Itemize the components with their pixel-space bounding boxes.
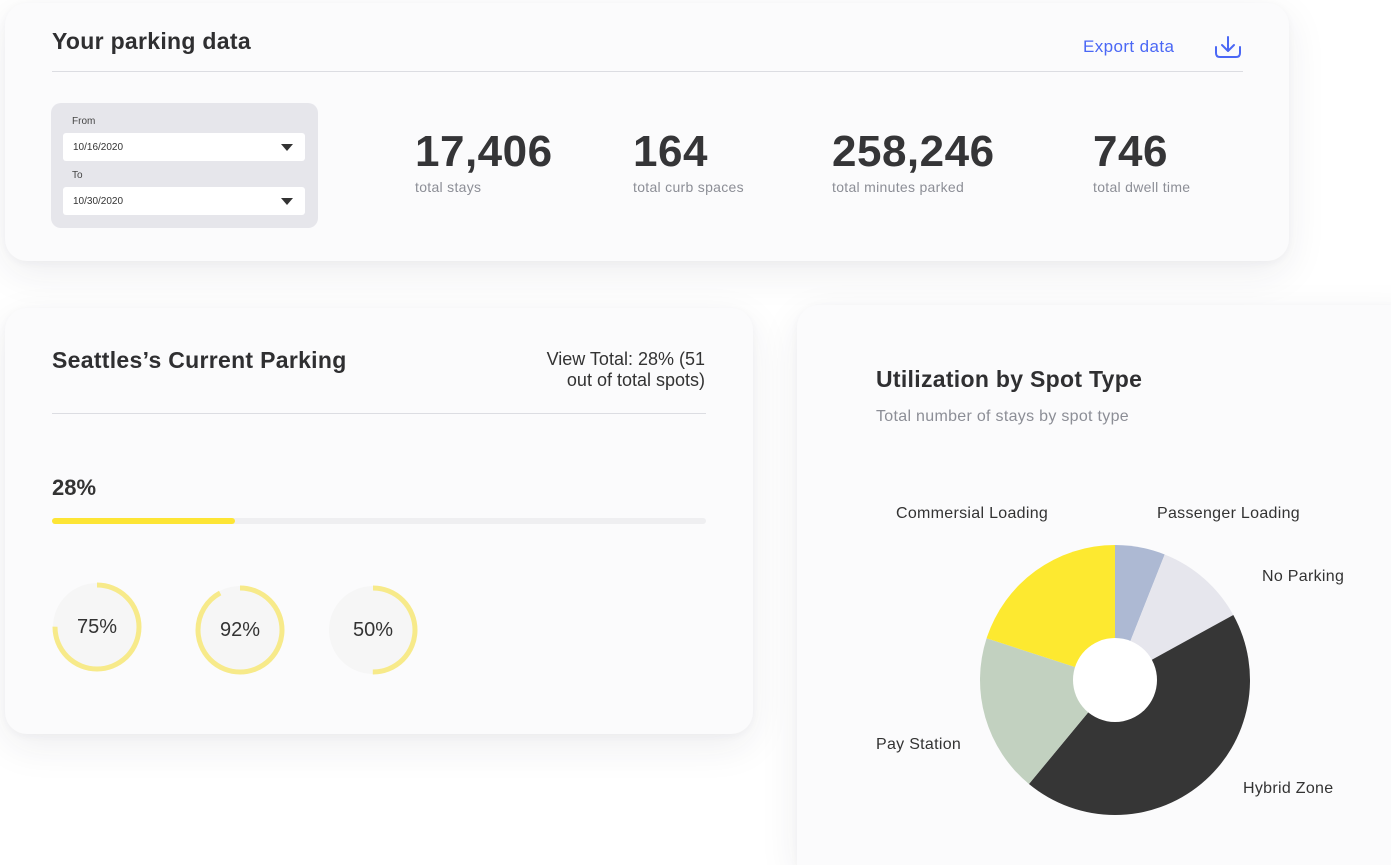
- stat-label: total curb spaces: [633, 179, 744, 195]
- stat-value: 17,406: [415, 127, 553, 176]
- ring-graphic: [195, 585, 285, 675]
- progress-ring: 92%: [193, 583, 287, 677]
- slice-label-hybrid-zone: Hybrid Zone: [1243, 780, 1334, 797]
- parking-data-card: Your parking data Export data From 10/16…: [5, 3, 1289, 261]
- pie-slice-commersial-loading: [986, 545, 1115, 680]
- pie-slice-no-parking: [1115, 554, 1234, 680]
- donut-hole: [1073, 638, 1157, 722]
- download-icon[interactable]: [1213, 34, 1243, 60]
- utilization-percent: 28%: [52, 475, 97, 500]
- from-label: From: [72, 116, 96, 127]
- stat-total-dwell-time: 746 total dwell time: [1093, 127, 1190, 195]
- stat-value: 258,246: [832, 127, 995, 176]
- chart-title: Utilization by Spot Type: [876, 366, 1143, 392]
- stat-total-minutes-parked: 258,246 total minutes parked: [832, 127, 995, 195]
- ring-label: 75%: [76, 616, 118, 638]
- from-date-select[interactable]: 10/16/2020: [63, 133, 305, 161]
- stat-value: 164: [633, 127, 708, 176]
- stat-total-stays: 17,406 total stays: [415, 127, 553, 195]
- stat-label: total stays: [415, 179, 482, 195]
- donut-chart: [980, 545, 1250, 815]
- ring-graphic: [328, 585, 418, 675]
- export-data-link[interactable]: Export data: [1083, 37, 1175, 56]
- to-date-value: 10/30/2020: [73, 196, 124, 207]
- stat-label: total minutes parked: [832, 179, 965, 195]
- progress-bar: [52, 518, 706, 524]
- to-date-select[interactable]: 10/30/2020: [63, 187, 305, 215]
- divider: [52, 413, 706, 414]
- stat-label: total dwell time: [1093, 179, 1191, 195]
- slice-label-passenger-loading: Passenger Loading: [1157, 505, 1300, 522]
- ring-graphic: [52, 582, 142, 672]
- stat-total-curb-spaces: 164 total curb spaces: [633, 127, 744, 195]
- date-range-panel: From 10/16/2020 To 10/30/2020: [51, 103, 318, 228]
- ring-label: 50%: [352, 619, 394, 641]
- from-date-value: 10/16/2020: [73, 142, 124, 153]
- page-title: Your parking data: [52, 28, 251, 54]
- slice-label-commersial-loading: Commersial Loading: [896, 505, 1049, 522]
- slice-label-pay-station: Pay Station: [876, 736, 962, 753]
- view-total-line: out of total spots): [566, 370, 705, 390]
- progress-ring: 75%: [50, 580, 144, 674]
- view-total-button[interactable]: View Total: 28% (51 out of total spots): [505, 349, 705, 391]
- view-total-line: View Total: 28% (51: [546, 349, 705, 369]
- stat-value: 746: [1093, 127, 1168, 176]
- to-label: To: [72, 170, 83, 181]
- ring-label: 92%: [219, 619, 261, 641]
- utilization-card: Utilization by Spot Type Total number of…: [797, 305, 1391, 865]
- section-title: Seattles’s Current Parking: [52, 347, 347, 373]
- chevron-down-icon: [281, 144, 293, 151]
- slice-label-no-parking: No Parking: [1262, 568, 1345, 585]
- progress-ring: 50%: [326, 583, 420, 677]
- chevron-down-icon: [281, 198, 293, 205]
- chart-subtitle: Total number of stays by spot type: [876, 408, 1129, 425]
- pie-slice-hybrid-zone: [1028, 614, 1250, 815]
- progress-fill: [52, 518, 236, 524]
- current-parking-card: Seattles’s Current Parking View Total: 2…: [5, 308, 753, 734]
- divider: [52, 71, 1243, 72]
